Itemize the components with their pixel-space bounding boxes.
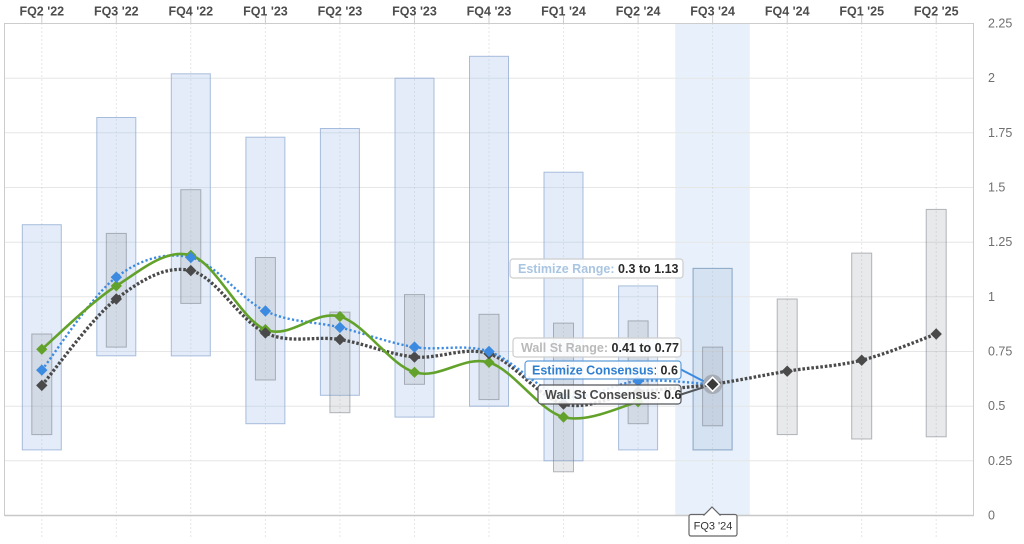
svg-text:0.75: 0.75: [988, 345, 1012, 359]
svg-text:FQ3 '22: FQ3 '22: [94, 5, 139, 19]
svg-text:2: 2: [988, 71, 995, 85]
svg-text:FQ4 '24: FQ4 '24: [765, 5, 810, 19]
svg-text:FQ2 '22: FQ2 '22: [19, 5, 64, 19]
svg-text:1.5: 1.5: [988, 181, 1005, 195]
svg-text:1.25: 1.25: [988, 235, 1012, 249]
svg-text:0.25: 0.25: [988, 454, 1012, 468]
svg-text:Estimize Consensus: 0.6: Estimize Consensus: 0.6: [532, 363, 678, 377]
svg-text:FQ2 '25: FQ2 '25: [914, 5, 959, 19]
svg-text:1: 1: [988, 290, 995, 304]
svg-text:FQ1 '24: FQ1 '24: [541, 5, 586, 19]
svg-text:Wall St Consensus: 0.6: Wall St Consensus: 0.6: [545, 388, 681, 402]
svg-text:FQ1 '23: FQ1 '23: [243, 5, 288, 19]
svg-text:FQ2 '24: FQ2 '24: [616, 5, 661, 19]
svg-text:FQ4 '22: FQ4 '22: [168, 5, 213, 19]
svg-text:FQ2 '23: FQ2 '23: [318, 5, 363, 19]
svg-text:FQ1 '25: FQ1 '25: [839, 5, 884, 19]
svg-text:Wall St Range: 0.41 to 0.77: Wall St Range: 0.41 to 0.77: [521, 341, 679, 355]
svg-text:FQ3 '24: FQ3 '24: [694, 521, 733, 533]
svg-text:FQ4 '23: FQ4 '23: [467, 5, 512, 19]
svg-text:FQ3 '24: FQ3 '24: [690, 5, 735, 19]
svg-text:Estimize Range: 0.3 to 1.13: Estimize Range: 0.3 to 1.13: [518, 262, 679, 276]
svg-text:0.5: 0.5: [988, 399, 1005, 413]
svg-text:1.75: 1.75: [988, 126, 1012, 140]
svg-text:0: 0: [988, 509, 995, 523]
svg-text:FQ3 '23: FQ3 '23: [392, 5, 437, 19]
svg-text:2.25: 2.25: [988, 17, 1012, 31]
